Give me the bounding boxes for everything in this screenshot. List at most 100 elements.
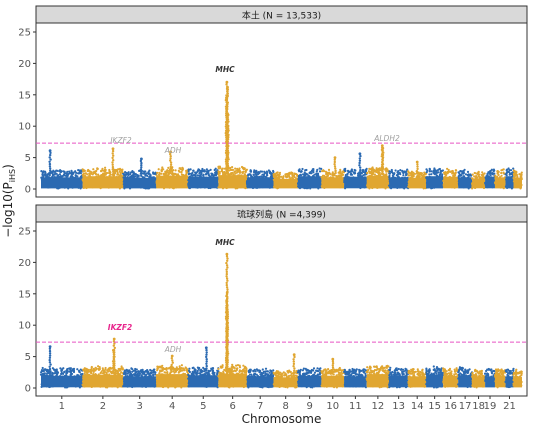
snp-point <box>303 173 306 176</box>
snp-point <box>231 166 234 169</box>
snp-point <box>244 170 247 174</box>
snp-point <box>175 366 178 369</box>
snp-point <box>66 170 69 173</box>
snp-point <box>203 169 206 172</box>
snp-point <box>54 170 57 173</box>
snp-point <box>76 368 79 371</box>
peak-support-point <box>49 169 52 172</box>
snp-point <box>222 173 225 176</box>
peak-support-point <box>225 153 228 157</box>
snp-point <box>220 169 224 173</box>
snp-density-band <box>408 177 427 189</box>
peak-point <box>358 152 362 156</box>
snp-point <box>161 166 164 169</box>
peak-support-point <box>225 156 228 159</box>
peak-support-point <box>359 168 362 172</box>
snp-point <box>212 174 215 177</box>
peak-support-point <box>226 118 230 121</box>
peak-support-point <box>227 127 230 130</box>
snp-point <box>339 174 342 177</box>
snp-point <box>108 170 111 173</box>
snp-point <box>145 370 148 373</box>
peak-support-point <box>225 162 229 165</box>
snp-point <box>204 173 207 176</box>
snp-point <box>210 172 213 175</box>
snp-point <box>264 171 267 174</box>
snp-point <box>132 373 135 376</box>
snp-point <box>312 169 315 172</box>
snp-point <box>512 167 515 170</box>
peak-support-point <box>334 167 337 170</box>
points-group <box>40 165 523 190</box>
snp-point <box>520 171 523 174</box>
snp-point <box>266 171 269 174</box>
snp-density-band <box>443 176 459 189</box>
snp-point <box>447 168 450 172</box>
snp-point <box>114 170 117 173</box>
snp-point <box>249 174 252 177</box>
peak-support-point <box>169 155 172 158</box>
peak-support-point <box>226 158 229 161</box>
snp-point <box>180 170 183 174</box>
peak-support-point <box>358 157 361 160</box>
snp-point <box>70 171 73 174</box>
snp-point <box>119 168 122 171</box>
snp-density-band <box>273 178 298 189</box>
peak-support-point <box>225 140 228 143</box>
snp-point <box>520 173 523 176</box>
snp-point <box>420 172 424 175</box>
snp-point <box>178 167 181 170</box>
snp-point <box>159 369 162 372</box>
snp-point <box>273 174 276 177</box>
snp-point <box>478 176 481 179</box>
snp-point <box>152 374 155 377</box>
snp-point <box>193 369 196 372</box>
snp-point <box>156 367 159 370</box>
snp-point <box>95 169 98 173</box>
snp-point <box>178 370 181 373</box>
snp-point <box>505 174 508 177</box>
snp-point <box>199 372 202 375</box>
peak-support-point <box>333 165 337 168</box>
snp-point <box>42 372 45 375</box>
peak-support-point <box>225 160 229 163</box>
snp-point <box>353 171 356 174</box>
snp-point <box>347 171 350 174</box>
snp-density-band <box>472 178 486 189</box>
snp-point <box>238 167 241 170</box>
peak-support-point <box>224 98 228 102</box>
peak-support-point <box>381 158 384 161</box>
peak-support-point <box>140 164 143 167</box>
snp-point <box>316 172 319 175</box>
snp-point <box>82 168 85 172</box>
snp-point <box>401 170 405 173</box>
snp-point <box>90 365 93 369</box>
peak-support-point <box>226 149 229 152</box>
snp-point <box>398 171 401 174</box>
snp-density-band <box>321 177 345 189</box>
snp-point <box>422 174 425 177</box>
snp-point <box>131 170 134 173</box>
snp-point <box>105 171 109 175</box>
peak-support-point <box>226 169 229 172</box>
snp-point <box>229 168 232 171</box>
snp-point <box>76 175 79 178</box>
y-tick-label: 15 <box>18 289 31 300</box>
snp-point <box>104 166 107 169</box>
snp-point <box>293 176 296 179</box>
snp-point <box>69 368 72 371</box>
peak-support-point <box>169 157 172 160</box>
snp-point <box>60 170 63 173</box>
peak-point <box>225 96 228 100</box>
snp-point <box>132 172 136 176</box>
peak-point <box>226 85 229 89</box>
peak-point <box>225 80 229 84</box>
peak-support-point <box>169 161 173 164</box>
snp-point <box>74 170 77 173</box>
snp-point <box>127 173 130 176</box>
snp-point <box>207 369 210 372</box>
snp-point <box>217 171 220 174</box>
snp-point <box>497 173 500 177</box>
snp-point <box>174 169 177 172</box>
